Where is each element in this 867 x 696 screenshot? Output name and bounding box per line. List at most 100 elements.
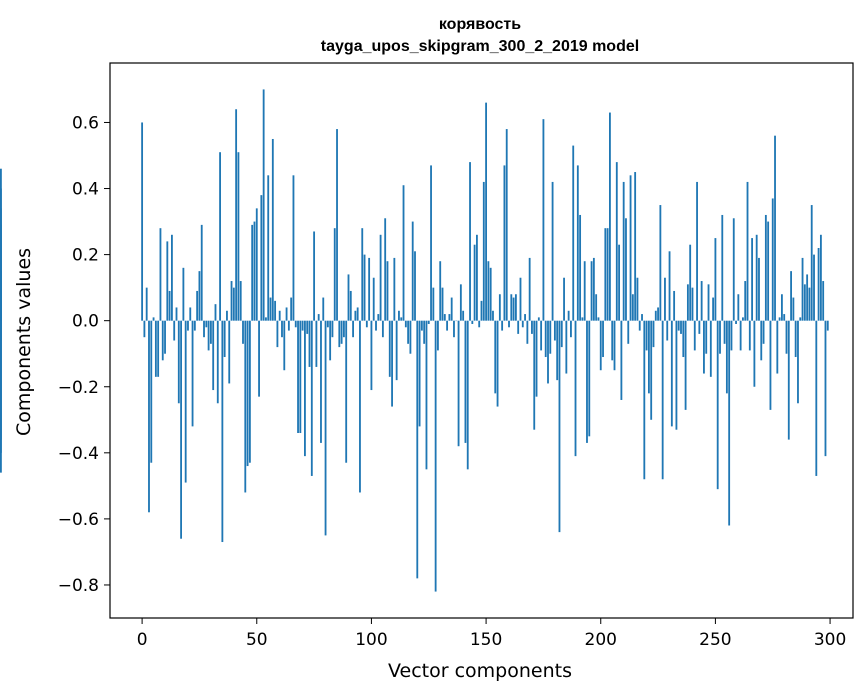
x-ticks: 0 50 100 150 200 250 300: [137, 618, 846, 650]
bar: [641, 314, 643, 321]
bar: [528, 257, 531, 321]
x-tick-label: 250: [699, 630, 731, 650]
bar: [638, 320, 641, 331]
x-tick-label: 50: [246, 630, 268, 650]
bar: [524, 314, 526, 321]
bar: [572, 145, 575, 321]
bar: [276, 320, 279, 348]
bar: [308, 320, 311, 367]
bar: [315, 320, 318, 367]
bar: [558, 320, 561, 533]
bar: [787, 320, 790, 440]
bar: [620, 320, 623, 400]
bar: [551, 181, 554, 321]
bar: [439, 261, 442, 321]
bar: [735, 320, 737, 324]
bar: [785, 320, 788, 354]
bar: [739, 320, 742, 351]
bar: [235, 109, 238, 321]
bar: [553, 320, 556, 341]
bar: [246, 320, 249, 467]
bar: [269, 297, 272, 321]
bar: [682, 320, 685, 358]
bar: [368, 257, 371, 321]
bar: [207, 320, 210, 351]
bar: [196, 290, 199, 321]
bar: [737, 294, 740, 321]
x-tick-label: 0: [137, 630, 148, 650]
bar: [677, 320, 680, 331]
bar: [576, 165, 579, 321]
bar: [184, 320, 187, 483]
bar: [441, 287, 444, 321]
bar: [654, 310, 657, 321]
bar: [599, 320, 602, 371]
y-tick-label: −0.4: [58, 444, 99, 464]
bar: [216, 320, 219, 404]
bar: [391, 320, 393, 407]
bar: [783, 314, 786, 321]
bar: [200, 224, 203, 321]
bar: [668, 251, 671, 321]
bar: [338, 320, 341, 348]
bar: [799, 317, 802, 321]
bar: [290, 297, 293, 321]
bar: [333, 228, 336, 321]
bar: [602, 320, 604, 358]
bar: [232, 287, 235, 321]
bar: [822, 281, 825, 321]
bar: [237, 152, 240, 321]
bar: [173, 320, 176, 341]
bar: [336, 129, 338, 321]
bar: [253, 221, 256, 321]
bar: [751, 238, 754, 321]
bar: [212, 320, 215, 391]
bar: [661, 320, 664, 480]
bar: [592, 257, 595, 321]
bar: [691, 287, 694, 321]
bar: [652, 320, 655, 348]
bar: [203, 320, 205, 338]
bar: [443, 314, 446, 321]
bar: [485, 102, 487, 321]
bar: [157, 320, 160, 377]
x-tick-label: 300: [814, 630, 846, 650]
bar: [746, 181, 749, 321]
bar: [450, 297, 453, 321]
bar: [664, 277, 666, 321]
bar: [193, 320, 196, 331]
bar: [370, 320, 373, 391]
bar: [498, 294, 501, 321]
bar: [657, 307, 659, 321]
bar: [168, 290, 171, 321]
bar: [416, 320, 419, 579]
bar: [182, 267, 185, 321]
bar: [801, 257, 804, 321]
bar: [219, 152, 221, 321]
bar: [535, 320, 538, 397]
bar: [221, 320, 224, 543]
bar: [400, 317, 403, 321]
bar: [797, 320, 799, 404]
bar: [696, 181, 698, 321]
y-ticks: −0.8 −0.6 −0.4 −0.2 0.0 0.2 0.4 0.6: [58, 113, 110, 596]
bar: [404, 320, 407, 328]
bar: [457, 320, 460, 447]
bar: [425, 320, 428, 470]
bar: [430, 165, 432, 321]
bar: [771, 198, 774, 321]
bar: [466, 320, 469, 470]
bar: [647, 320, 650, 394]
bar: [494, 320, 497, 394]
bar: [462, 310, 465, 321]
chart-subtitle: tayga_upos_skipgram_300_2_2019 model: [321, 38, 639, 55]
bar: [819, 234, 822, 321]
bar: [420, 320, 423, 331]
bar: [267, 175, 270, 321]
bar: [248, 320, 251, 463]
bar: [631, 294, 634, 321]
bar: [306, 320, 309, 334]
bar: [512, 297, 515, 321]
bar: [214, 304, 217, 321]
bar: [723, 320, 726, 344]
